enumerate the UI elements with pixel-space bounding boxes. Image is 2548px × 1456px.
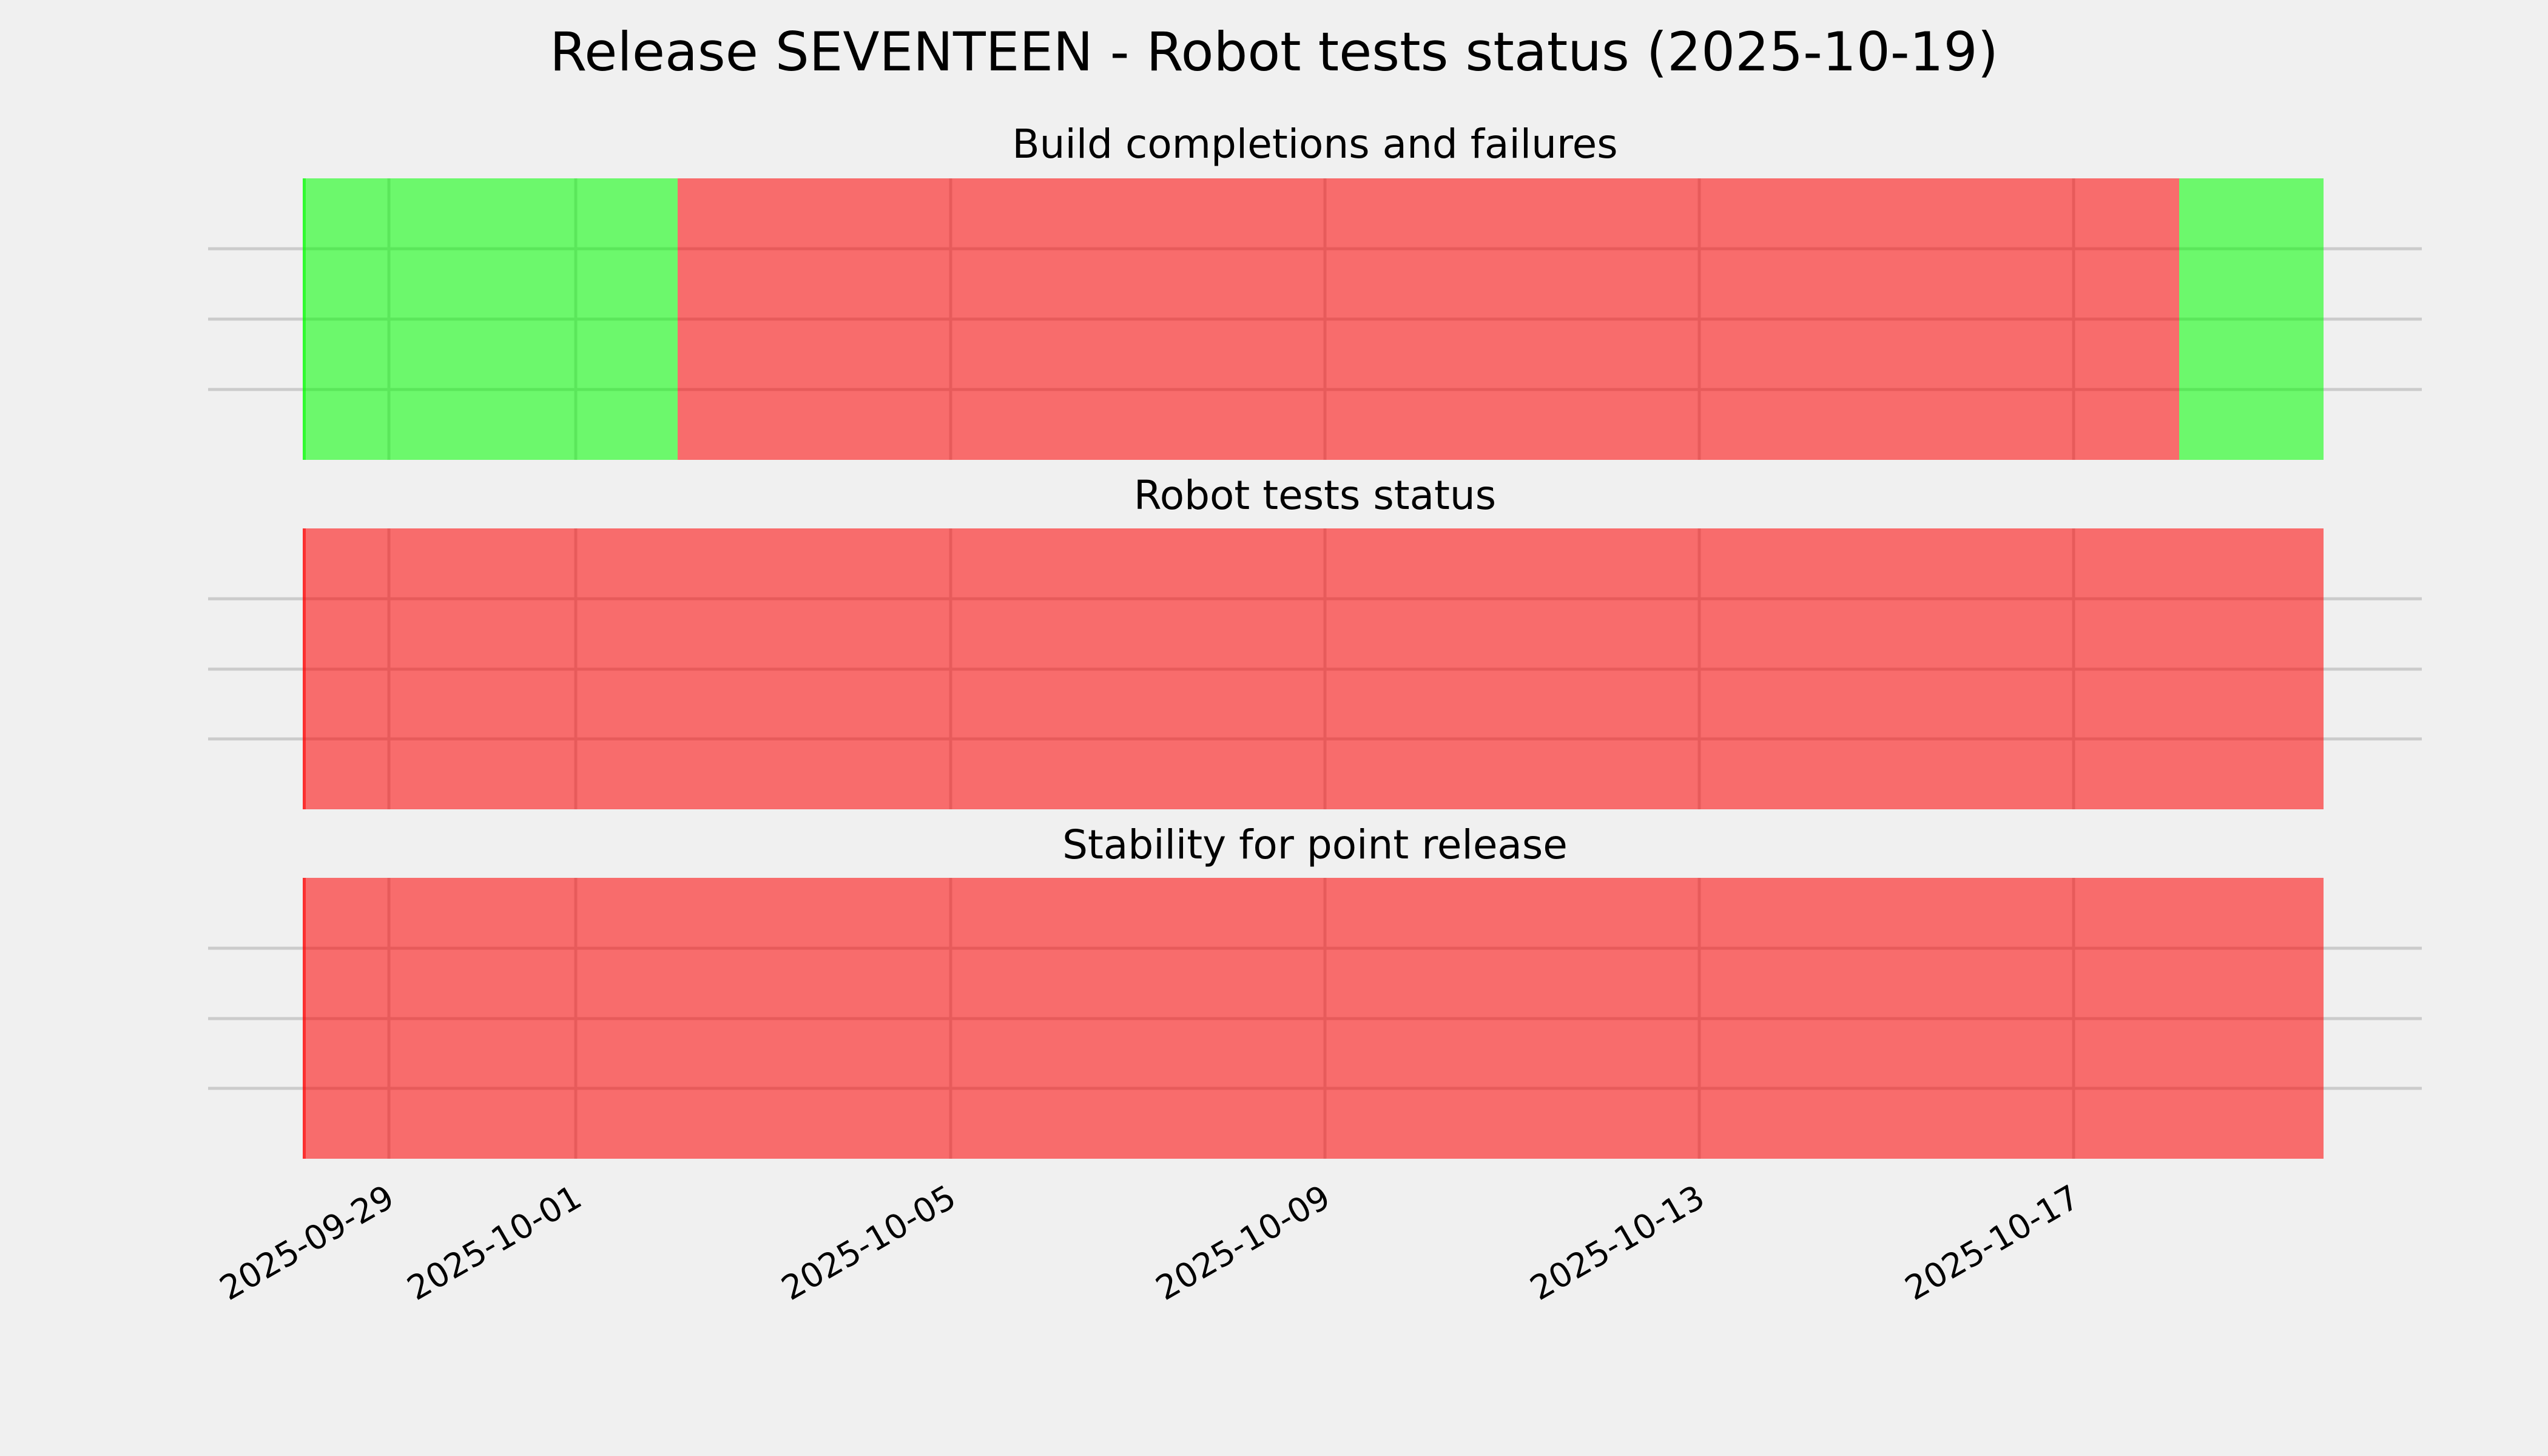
status-segment-fail — [303, 528, 2324, 809]
subplot-robot-tests-axes — [208, 528, 2422, 809]
subplot-builds-title: Build completions and failures — [1012, 121, 1618, 167]
status-segment-pass — [303, 178, 678, 460]
status-segment-fail — [677, 178, 2179, 460]
subplot-stability-axes — [208, 878, 2422, 1159]
subplot-stability-title: Stability for point release — [1062, 821, 1568, 868]
subplot-robot-tests-title: Robot tests status — [1133, 472, 1497, 519]
status-segment-pass — [2179, 178, 2324, 460]
figure-title: Release SEVENTEEN - Robot tests status (… — [550, 21, 1998, 83]
status-segment-fail — [303, 878, 2324, 1159]
subplot-builds-axes — [208, 178, 2422, 460]
